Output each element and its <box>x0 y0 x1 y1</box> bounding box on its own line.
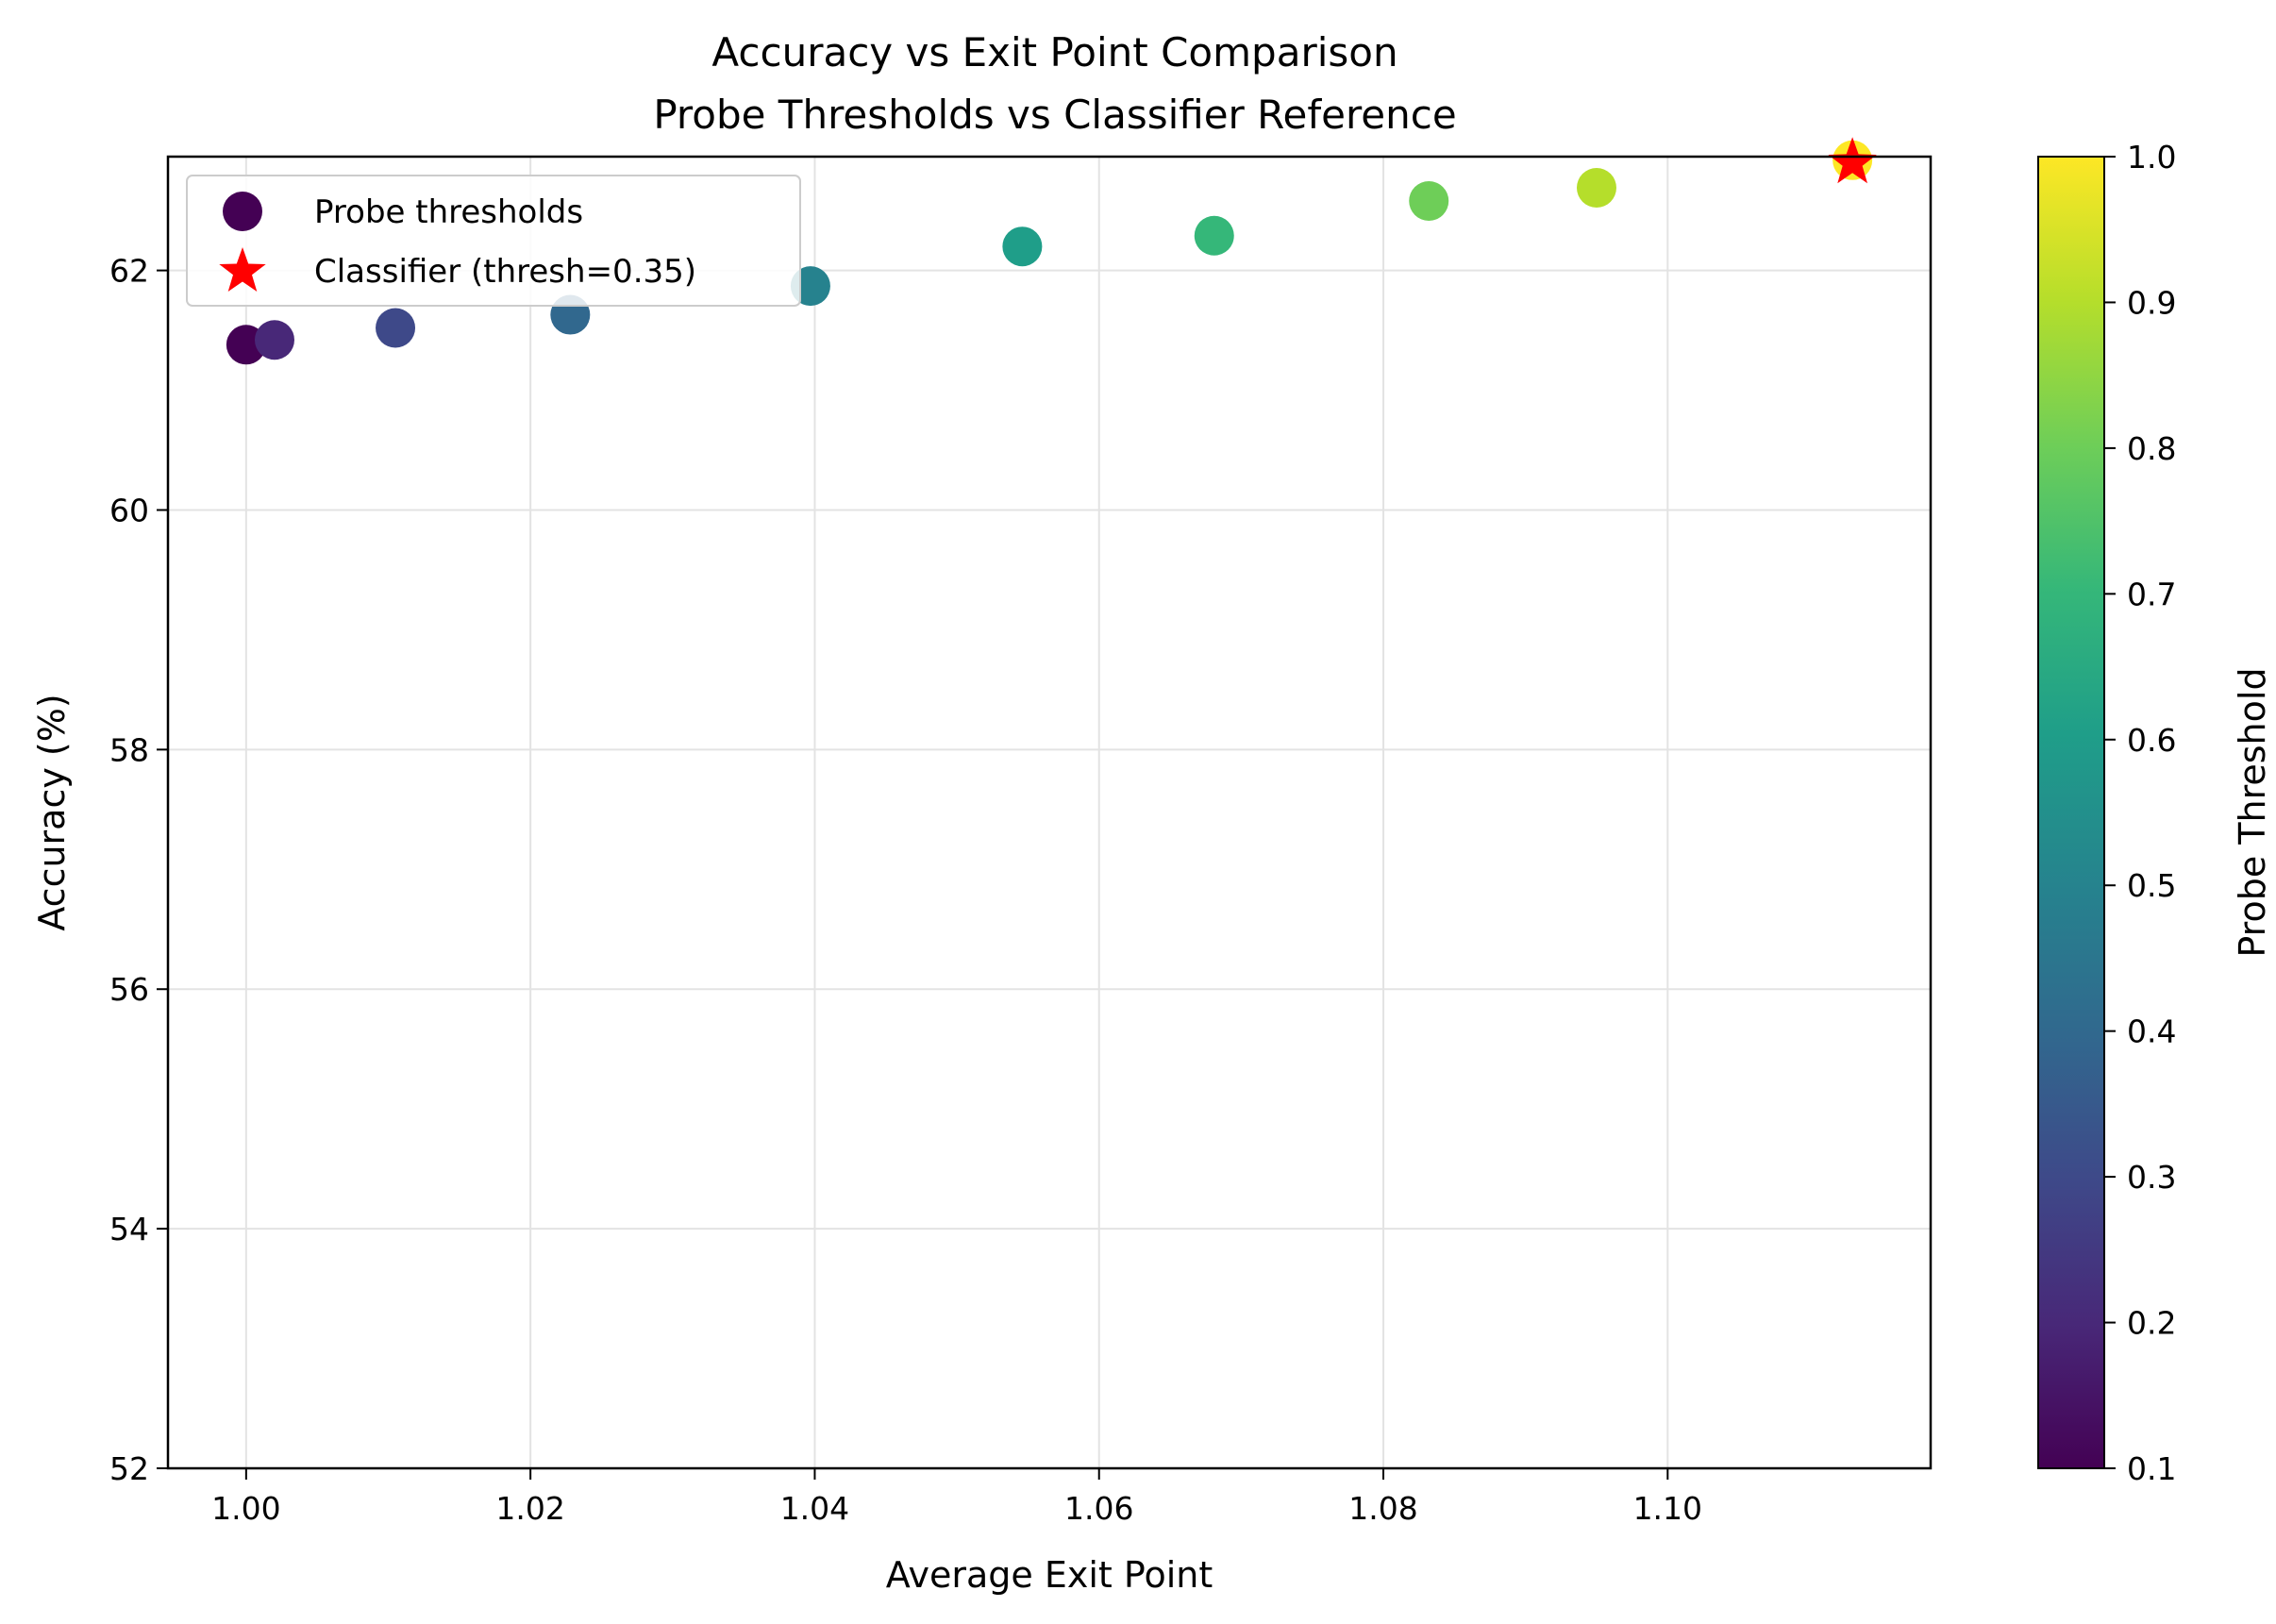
y-tick-label: 52 <box>109 1450 149 1487</box>
probe-threshold-point <box>376 308 416 348</box>
probe-threshold-point <box>1002 226 1043 267</box>
chart-subtitle: Probe Thresholds vs Classifier Reference <box>653 92 1456 138</box>
plot-area-frame <box>166 155 1933 1470</box>
chart-title: Accuracy vs Exit Point Comparison <box>711 29 1397 75</box>
legend-classifier-marker <box>219 247 266 292</box>
legend: Probe thresholds Classifier (thresh=0.35… <box>186 175 801 307</box>
x-axis-label: Average Exit Point <box>886 1554 1213 1596</box>
legend-probe-label: Probe thresholds <box>314 193 583 231</box>
legend-box <box>186 175 801 307</box>
colorbar-tick-label: 1.0 <box>2127 139 2176 176</box>
grid-lines <box>168 157 1931 1469</box>
colorbar-tick-label: 0.3 <box>2127 1159 2176 1196</box>
colorbar-tick-label: 0.6 <box>2127 722 2176 759</box>
y-tick-label: 56 <box>109 971 149 1008</box>
classifier-star-point <box>1828 137 1877 184</box>
x-tick-label: 1.04 <box>780 1490 849 1527</box>
y-tick-label: 60 <box>109 492 149 528</box>
x-tick-label: 1.10 <box>1633 1490 1702 1527</box>
y-tick-label: 58 <box>109 731 149 768</box>
x-tick-label: 1.02 <box>495 1490 564 1527</box>
data-marks <box>226 137 1877 365</box>
colorbar-tick-label: 0.8 <box>2127 430 2176 467</box>
y-tick-label: 54 <box>109 1211 149 1247</box>
y-axis-label: Accuracy (%) <box>31 694 73 930</box>
colorbar-gradient <box>2037 156 2105 1469</box>
x-tick-label: 1.08 <box>1348 1490 1417 1527</box>
colorbar-tick-label: 0.7 <box>2127 576 2176 612</box>
colorbar-tick-label: 0.2 <box>2127 1305 2176 1342</box>
colorbar-tick-label: 0.5 <box>2127 867 2176 904</box>
colorbar-ticks: 0.1 0.2 0.3 0.4 0.5 0.6 0.7 0.8 0.9 1.0 <box>2104 139 2176 1487</box>
legend-probe-marker <box>223 192 262 231</box>
probe-threshold-point <box>254 320 294 360</box>
colorbar-tick-label: 0.9 <box>2127 284 2176 321</box>
y-tick-label: 62 <box>109 253 149 290</box>
colorbar: 0.1 0.2 0.3 0.4 0.5 0.6 0.7 0.8 0.9 1.0 Probe Thr… <box>2037 139 2273 1487</box>
probe-threshold-point <box>1409 180 1449 221</box>
probe-threshold-point <box>1576 168 1616 209</box>
colorbar-tick-label: 0.4 <box>2127 1013 2176 1050</box>
colorbar-label: Probe Threshold <box>2232 667 2273 957</box>
colorbar-tick-label: 0.1 <box>2127 1450 2176 1487</box>
legend-classifier-label: Classifier (thresh=0.35) <box>314 253 696 291</box>
x-tick-label: 1.06 <box>1064 1490 1133 1527</box>
axis-ticks: 1.00 1.02 1.04 1.06 1.08 1.10 52 54 56 58 60 62 <box>109 253 1702 1527</box>
probe-threshold-point <box>1194 215 1234 256</box>
x-tick-label: 1.00 <box>211 1490 280 1527</box>
